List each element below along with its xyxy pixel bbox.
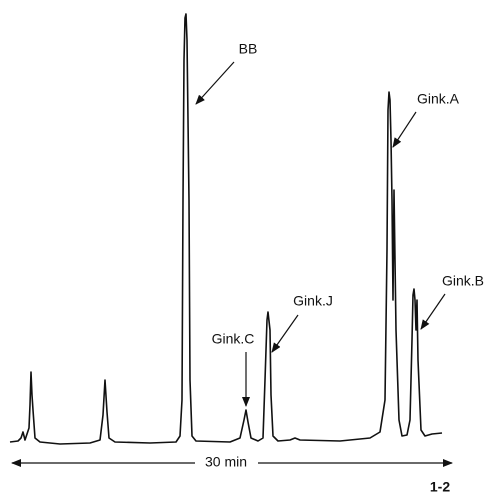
peak-label: Gink.J	[293, 293, 333, 309]
arrow	[420, 293, 446, 330]
peak-label: Gink.B	[442, 273, 484, 289]
peak-label: Gink.C	[212, 331, 255, 347]
figure-id: 1-2	[430, 479, 450, 495]
peak-label: Gink.A	[417, 91, 460, 107]
trace	[9, 13, 443, 445]
time-label: 30 min	[205, 454, 247, 470]
arrow	[195, 61, 235, 105]
peak-label: BB	[239, 41, 258, 57]
arrow	[392, 111, 417, 148]
arrow	[271, 314, 299, 353]
